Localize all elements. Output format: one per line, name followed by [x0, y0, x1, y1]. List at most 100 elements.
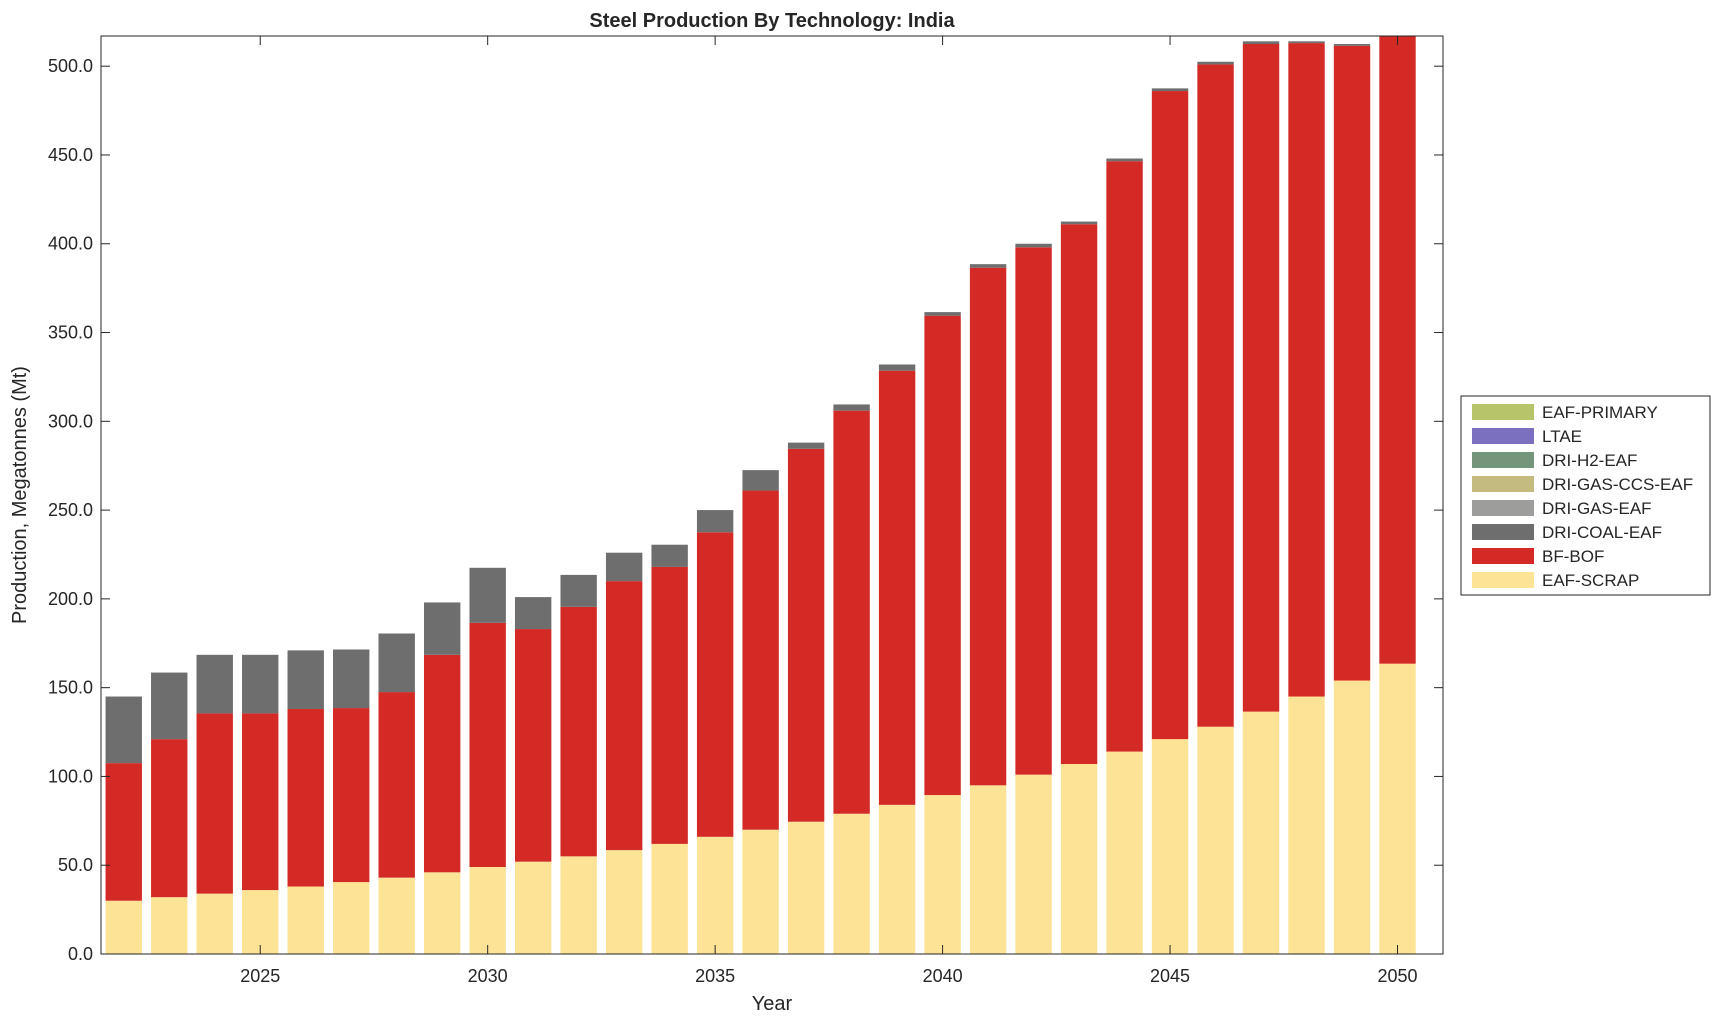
y-tick-label: 50.0 [58, 855, 93, 875]
y-tick-label: 250.0 [48, 500, 93, 520]
bar-bf-bof-2045 [1151, 91, 1189, 740]
plot-area-frame [100, 35, 1444, 955]
bar-eaf-scrap-2050 [1379, 663, 1416, 954]
bar-bf-bof-2037 [787, 448, 825, 822]
bar-eaf-scrap-2025 [242, 890, 279, 954]
bar-bf-bof-2034 [651, 566, 688, 844]
x-tick-label: 2025 [240, 966, 280, 986]
bar-eaf-scrap-2049 [1333, 680, 1371, 954]
bar-eaf-scrap-2035 [696, 836, 734, 954]
bar-dri-coal-eaf-2048 [1288, 41, 1325, 44]
bar-bf-bof-2035 [696, 532, 734, 837]
bar-dri-coal-eaf-2028 [378, 633, 415, 693]
legend-swatch-dri-h2-eaf [1472, 452, 1534, 468]
bar-eaf-scrap-2029 [423, 872, 461, 954]
bar-eaf-scrap-2034 [651, 843, 688, 954]
bar-dri-coal-eaf-2040 [924, 312, 961, 316]
bar-eaf-scrap-2024 [196, 893, 233, 954]
x-axis-label: Year [752, 993, 793, 1015]
x-tick-label: 2035 [695, 966, 735, 986]
bar-bf-bof-2028 [378, 692, 415, 878]
bar-eaf-scrap-2037 [787, 821, 825, 954]
bar-eaf-scrap-2039 [878, 804, 916, 954]
bar-dri-coal-eaf-2026 [287, 650, 324, 709]
bar-eaf-scrap-2044 [1106, 751, 1143, 954]
bar-eaf-scrap-2028 [378, 877, 415, 954]
legend: EAF-PRIMARY LTAE DRI-H2-EAF DRI-GAS-CCS-EAF… [1460, 395, 1711, 596]
bars-layer [105, 36, 1416, 954]
y-tick-label: 200.0 [48, 589, 93, 609]
bar-bf-bof-2043 [1060, 224, 1098, 765]
bar-eaf-scrap-2040 [924, 795, 961, 954]
x-tick-label: 2040 [923, 966, 963, 986]
bar-dri-coal-eaf-2031 [514, 597, 552, 630]
legend-label-dri-h2-eaf: DRI-H2-EAF [1542, 451, 1637, 470]
bar-dri-coal-eaf-2046 [1197, 61, 1234, 65]
bar-bf-bof-2024 [196, 713, 233, 894]
bar-eaf-scrap-2046 [1197, 726, 1234, 954]
y-tick-label: 100.0 [48, 766, 93, 786]
axis-ticks: 0.0 50.0 100.0 150.0 200.0 250.0 300.0 350.0 400… [48, 36, 1443, 986]
bar-dri-coal-eaf-2032 [560, 574, 597, 607]
legend-swatch-bf-bof [1472, 548, 1534, 564]
bar-bf-bof-2042 [1015, 247, 1052, 775]
bar-bf-bof-2046 [1197, 64, 1234, 727]
bar-bf-bof-2041 [969, 267, 1007, 786]
bar-dri-coal-eaf-2041 [969, 264, 1007, 268]
bar-eaf-scrap-2045 [1151, 739, 1189, 954]
bar-dri-coal-eaf-2035 [696, 510, 734, 533]
bar-dri-coal-eaf-2045 [1151, 88, 1189, 92]
legend-items: EAF-PRIMARY LTAE DRI-H2-EAF DRI-GAS-CCS-EAF… [1472, 403, 1693, 590]
bar-eaf-scrap-2033 [605, 850, 643, 954]
bar-eaf-scrap-2042 [1015, 774, 1052, 954]
bar-eaf-scrap-2030 [469, 866, 506, 954]
bar-dri-coal-eaf-2029 [423, 602, 461, 655]
bar-bf-bof-2030 [469, 622, 506, 867]
bar-eaf-scrap-2047 [1242, 711, 1280, 954]
bar-bf-bof-2033 [605, 581, 643, 851]
legend-label-dri-coal-eaf: DRI-COAL-EAF [1542, 523, 1662, 542]
bar-bf-bof-2022 [105, 763, 142, 901]
legend-label-dri-gas-ccs-eaf: DRI-GAS-CCS-EAF [1542, 475, 1693, 494]
bar-bf-bof-2025 [242, 713, 279, 891]
bar-bf-bof-2050 [1379, 36, 1416, 664]
legend-label-eaf-primary: EAF-PRIMARY [1542, 403, 1658, 422]
legend-label-ltae: LTAE [1542, 427, 1582, 446]
bar-eaf-scrap-2036 [742, 829, 779, 954]
bar-eaf-scrap-2026 [287, 886, 324, 954]
bar-bf-bof-2029 [423, 654, 461, 873]
bar-bf-bof-2032 [560, 606, 597, 857]
bar-bf-bof-2038 [833, 410, 870, 814]
y-tick-label: 400.0 [48, 234, 93, 254]
bar-dri-coal-eaf-2036 [742, 470, 779, 491]
legend-swatch-dri-gas-eaf [1472, 500, 1534, 516]
bar-eaf-scrap-2048 [1288, 696, 1325, 954]
bar-dri-coal-eaf-2042 [1015, 243, 1052, 248]
bar-dri-coal-eaf-2044 [1106, 158, 1143, 162]
bar-dri-coal-eaf-2024 [196, 654, 233, 714]
bar-bf-bof-2023 [151, 739, 188, 898]
legend-swatch-ltae [1472, 428, 1534, 444]
y-tick-label: 350.0 [48, 323, 93, 343]
bar-eaf-scrap-2022 [105, 900, 142, 954]
bar-bf-bof-2031 [514, 629, 552, 862]
bar-dri-coal-eaf-2033 [605, 552, 643, 582]
bar-bf-bof-2044 [1106, 161, 1143, 752]
chart-title: Steel Production By Technology: India [589, 10, 955, 32]
y-tick-label: 500.0 [48, 56, 93, 76]
bar-eaf-scrap-2041 [969, 785, 1007, 954]
y-tick-label: 300.0 [48, 411, 93, 431]
bar-eaf-scrap-2038 [833, 813, 870, 954]
bar-dri-coal-eaf-2030 [469, 567, 506, 623]
legend-label-eaf-scrap: EAF-SCRAP [1542, 571, 1639, 590]
bar-dri-coal-eaf-2039 [878, 364, 916, 371]
bar-dri-coal-eaf-2027 [333, 649, 370, 709]
y-tick-label: 450.0 [48, 145, 93, 165]
bar-eaf-scrap-2043 [1060, 764, 1098, 954]
bar-dri-coal-eaf-2034 [651, 544, 688, 567]
bar-bf-bof-2047 [1242, 43, 1280, 712]
bar-eaf-scrap-2027 [333, 882, 370, 954]
bar-bf-bof-2040 [924, 315, 961, 796]
legend-label-bf-bof: BF-BOF [1542, 547, 1604, 566]
